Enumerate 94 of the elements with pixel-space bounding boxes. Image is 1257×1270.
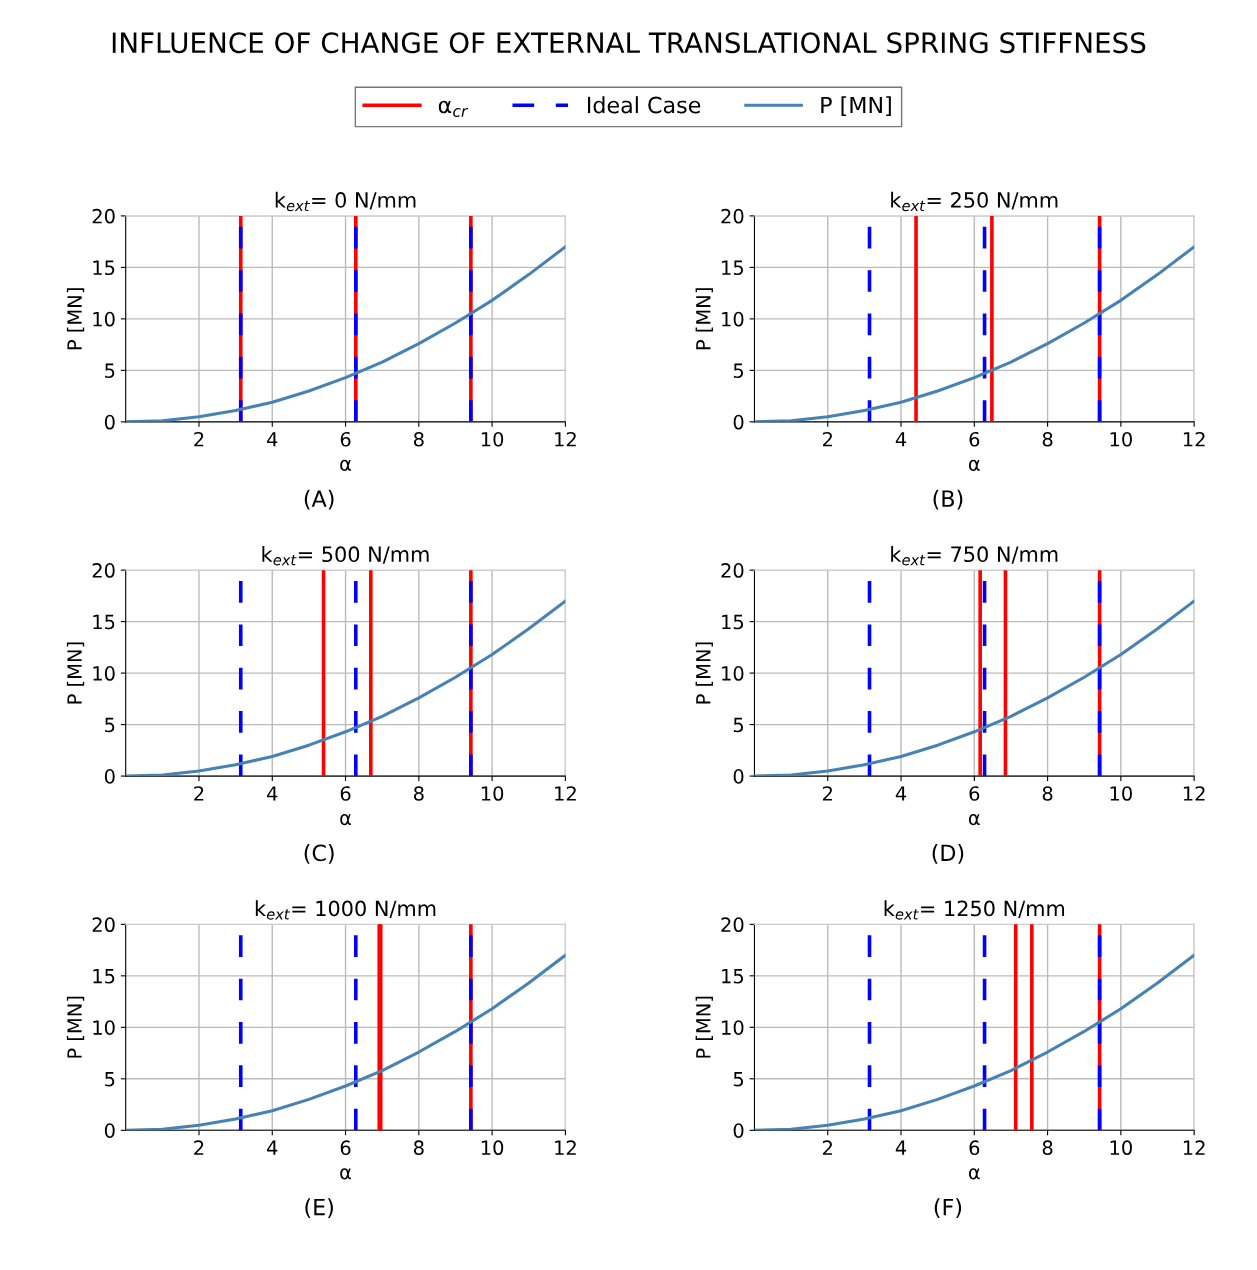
- x-tick-label: 12: [1183, 786, 1205, 801]
- x-axis-title: α: [340, 459, 352, 471]
- x-tick-label: 10: [481, 786, 504, 801]
- x-tick-label: 8: [413, 431, 424, 447]
- y-axis-title: P [MN]: [695, 996, 713, 1058]
- y-tick-label: 10: [93, 1020, 115, 1035]
- y-tick-label: 0: [104, 1123, 115, 1138]
- text: (B): [933, 489, 963, 510]
- y-axis-title: P [MN]: [66, 996, 85, 1058]
- x-axis-title: α: [340, 814, 352, 826]
- x-tick-label: 4: [267, 1140, 278, 1155]
- x-tick-label: 12: [555, 431, 576, 447]
- y-axis-title: P [MN]: [695, 642, 713, 704]
- x-tick-label: 6: [340, 786, 351, 801]
- y-tick-label: 15: [722, 969, 744, 984]
- y-tick-label: 5: [733, 1072, 744, 1087]
- text: (F): [934, 1198, 962, 1219]
- x-tick-label: 4: [267, 432, 278, 447]
- chart-title: k$_{ext}$= 1000 N/mm: [255, 900, 436, 920]
- x-tick-label: 8: [1042, 431, 1053, 447]
- x-tick-label: 8: [413, 786, 424, 801]
- chart-title: k$_{ext}$= 500 N/mm: [262, 545, 429, 566]
- y-tick-label: 0: [104, 769, 115, 784]
- x-tick-label: 12: [555, 1140, 576, 1155]
- x-axis-title: α: [968, 1168, 980, 1180]
- y-tick-label: 20: [721, 563, 744, 578]
- chart-title: k$_{ext}$= 1250 N/mm: [884, 900, 1065, 920]
- y-tick-label: 10: [722, 1020, 744, 1035]
- y-tick-label: 15: [93, 260, 115, 276]
- x-tick-label: 2: [194, 786, 204, 801]
- y-tick-label: 5: [733, 363, 744, 379]
- y-tick-label: 10: [93, 311, 115, 327]
- x-tick-label: 10: [1110, 786, 1132, 801]
- chart-title: k$_{ext}$= 250 N/mm: [891, 191, 1058, 212]
- x-tick-label: 6: [340, 431, 351, 447]
- text: (A): [304, 489, 334, 510]
- x-axis-title: α: [968, 459, 980, 471]
- y-tick-label: 5: [733, 717, 744, 733]
- y-tick-label: 15: [93, 969, 115, 984]
- x-tick-label: 2: [822, 786, 832, 801]
- x-tick-label: 10: [481, 1140, 504, 1156]
- x-tick-label: 10: [1110, 431, 1132, 447]
- y-axis-title: P [MN]: [695, 288, 713, 350]
- y-tick-label: 5: [105, 1072, 115, 1087]
- y-tick-label: 10: [722, 666, 744, 681]
- x-tick-label: 2: [822, 431, 832, 447]
- x-tick-label: 2: [822, 1140, 832, 1155]
- y-axis-title: P [MN]: [66, 642, 85, 704]
- x-tick-label: 2: [194, 1140, 204, 1155]
- y-tick-label: 15: [93, 614, 115, 630]
- y-tick-label: 15: [722, 260, 744, 276]
- y-tick-label: 0: [733, 769, 744, 784]
- y-tick-label: 0: [733, 414, 744, 430]
- x-tick-label: 4: [895, 1140, 907, 1155]
- chart-title: k$_{ext}$= 750 N/mm: [891, 545, 1058, 566]
- y-tick-label: 20: [721, 208, 744, 224]
- x-tick-label: 4: [267, 786, 278, 801]
- x-tick-label: 6: [969, 431, 980, 447]
- x-tick-label: 6: [969, 1140, 980, 1156]
- x-tick-label: 10: [1110, 1140, 1132, 1156]
- x-tick-label: 8: [413, 1140, 424, 1156]
- y-tick-label: 0: [733, 1123, 744, 1138]
- x-tick-label: 8: [1042, 786, 1053, 801]
- x-tick-label: 10: [481, 431, 504, 447]
- legend-label: Ideal Case: [587, 96, 701, 114]
- x-tick-label: 6: [969, 786, 980, 801]
- x-tick-label: 12: [555, 786, 576, 801]
- text: (E): [305, 1198, 333, 1219]
- y-tick-label: 0: [104, 414, 115, 430]
- y-tick-label: 20: [92, 917, 115, 933]
- y-tick-label: 10: [722, 311, 744, 327]
- x-tick-label: 2: [194, 431, 204, 447]
- x-tick-label: 8: [1042, 1140, 1053, 1156]
- y-tick-label: 15: [722, 614, 744, 630]
- y-axis-title: P [MN]: [66, 288, 85, 350]
- y-tick-label: 20: [721, 917, 744, 933]
- text: (D): [932, 844, 964, 864]
- text: (C): [304, 844, 334, 864]
- x-tick-label: 4: [895, 432, 907, 447]
- y-tick-label: 20: [92, 208, 115, 224]
- x-tick-label: 12: [1183, 431, 1205, 447]
- y-tick-label: 5: [105, 363, 115, 379]
- x-tick-label: 12: [1183, 1140, 1205, 1155]
- x-tick-label: 4: [895, 786, 907, 801]
- legend-label: α$_{cr}$: [438, 100, 469, 117]
- legend-label: P [MN]: [821, 96, 891, 117]
- text: INFLUENCE OF CHANGE OF EXTERNAL TRANSLATIONAL SPRING STIFFNESS: [112, 32, 1146, 54]
- y-tick-label: 10: [93, 666, 115, 681]
- x-axis-title: α: [968, 814, 980, 826]
- x-tick-label: 6: [340, 1140, 351, 1156]
- chart-title: k$_{ext}$= 0 N/mm: [275, 191, 416, 212]
- y-tick-label: 20: [92, 563, 115, 578]
- x-axis-title: α: [340, 1168, 352, 1180]
- y-tick-label: 5: [105, 717, 115, 733]
